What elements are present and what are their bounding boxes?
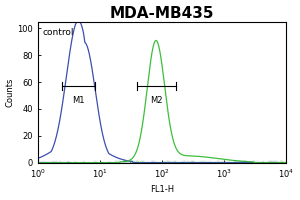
- Title: MDA-MB435: MDA-MB435: [110, 6, 214, 21]
- Y-axis label: Counts: Counts: [6, 77, 15, 107]
- Text: control: control: [43, 28, 74, 37]
- Text: M2: M2: [150, 96, 163, 105]
- Text: M1: M1: [72, 96, 85, 105]
- X-axis label: FL1-H: FL1-H: [150, 185, 174, 194]
